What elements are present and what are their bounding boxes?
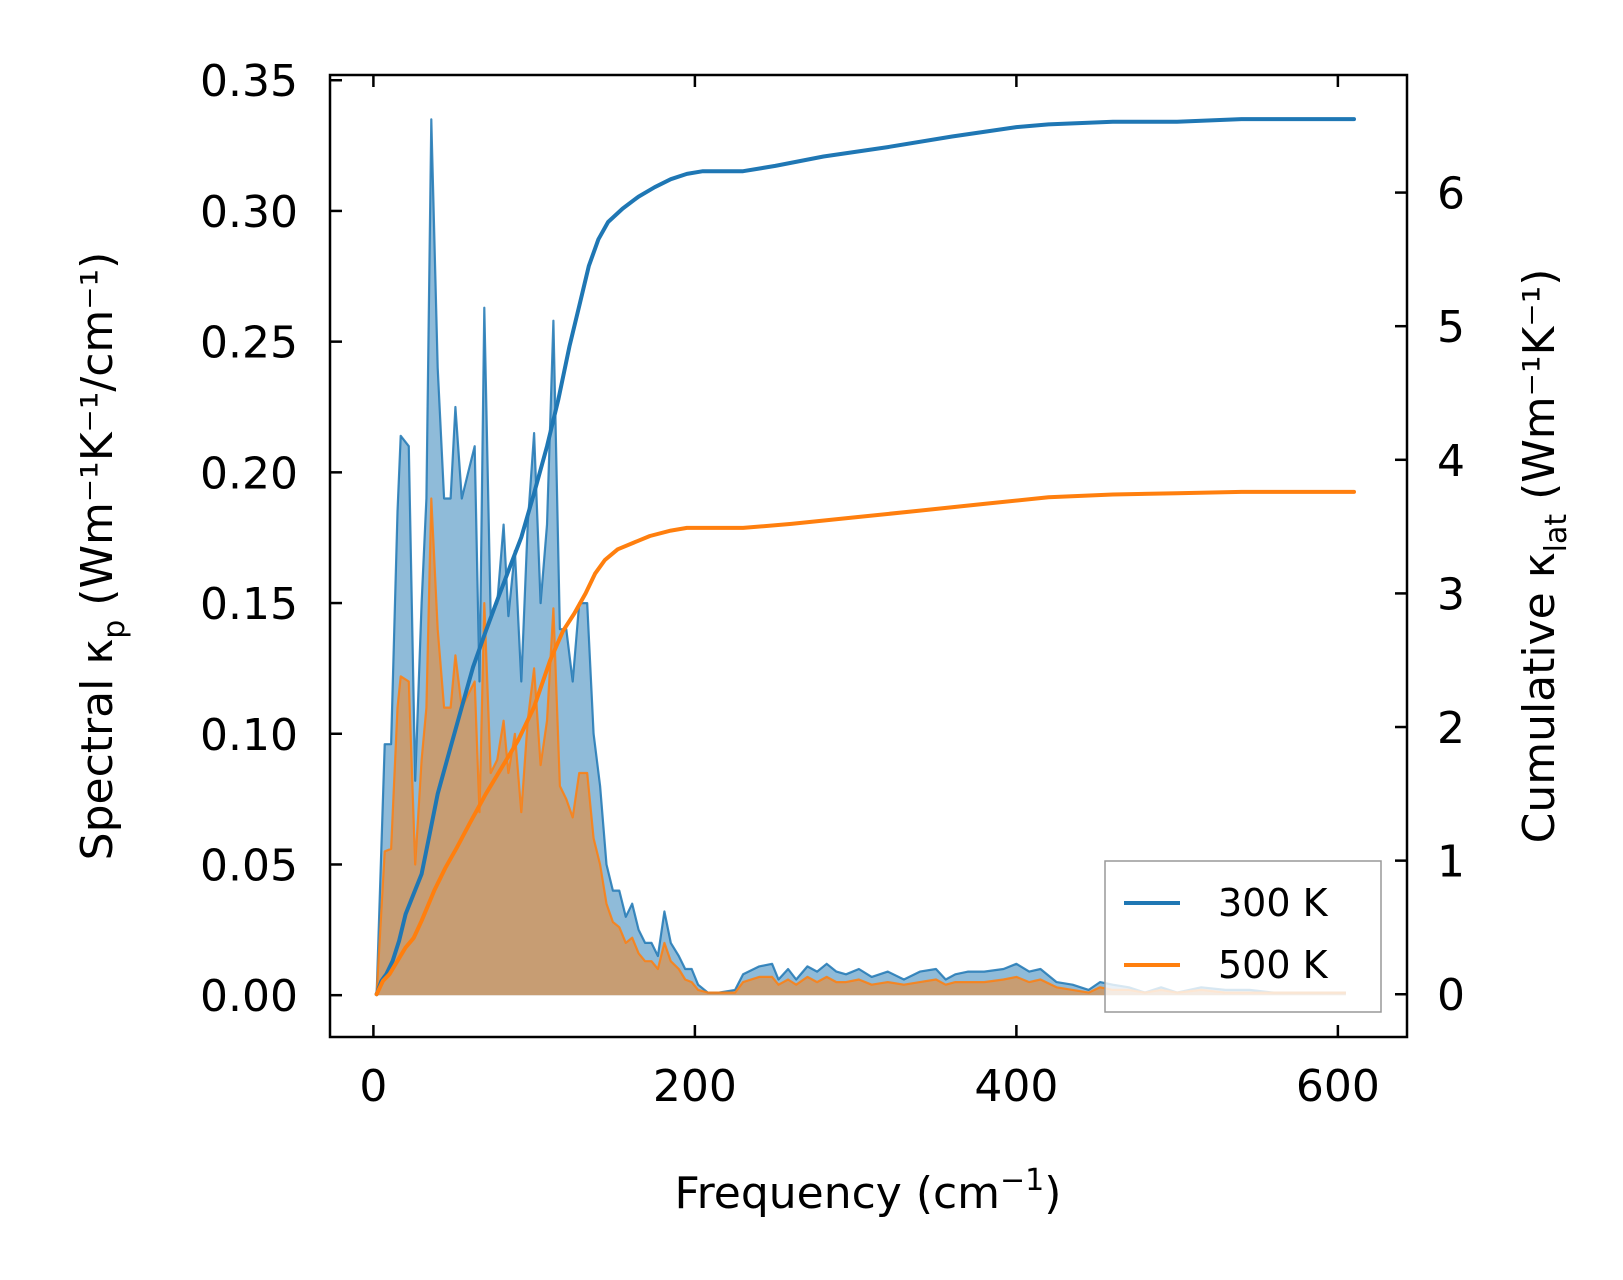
x-tick-label: 0 (359, 1061, 387, 1112)
cumulative-line-300k (374, 117, 1356, 997)
y-left-tick-label: 0.05 (200, 840, 298, 891)
axis-ticks: 0 200 400 600 0.00 0.05 0.10 0.15 0.20 0.25 0.30 0.… (200, 56, 1465, 1112)
y-left-tick-label: 0.20 (200, 448, 298, 499)
x-axis-title-sup: −1 (1000, 1163, 1044, 1198)
y-left-tick-label: 0.25 (200, 318, 298, 369)
legend: 300 K 500 K (1104, 860, 1382, 1013)
y-right-tick-label: 4 (1437, 436, 1465, 487)
svg-text:Spectral κp (Wm⁻¹K⁻¹/cm⁻¹): Spectral κp (Wm⁻¹K⁻¹/cm⁻¹) (72, 252, 132, 861)
x-tick-label: 200 (653, 1061, 737, 1112)
svg-text:Cumulative κlat (Wm⁻¹K⁻¹): Cumulative κlat (Wm⁻¹K⁻¹) (1514, 269, 1574, 844)
y-right-title-unit: (Wm⁻¹K⁻¹) (1514, 269, 1565, 514)
y-left-tick-label: 0.30 (200, 187, 298, 238)
spectral-area-500k (376, 498, 1346, 996)
x-axis-title: Frequency (cm−1) (675, 1163, 1062, 1219)
y-left-tick-label: 0.00 (200, 971, 298, 1022)
spectral-line-300k (375, 118, 1346, 996)
y-right-tick-label: 5 (1437, 302, 1465, 353)
y-left-tick-label: 0.15 (200, 579, 298, 630)
y-right-axis-title: Cumulative κlat (Wm⁻¹K⁻¹) (1514, 269, 1574, 844)
plot-frame (328, 73, 1409, 1039)
y-right-title-sub: lat (1539, 514, 1574, 553)
y-right-title-text: Cumulative κ (1514, 552, 1565, 843)
spectral-fills (375, 118, 1346, 996)
y-left-axis-title: Spectral κp (Wm⁻¹K⁻¹/cm⁻¹) (72, 252, 132, 861)
y-right-tick-label: 0 (1437, 970, 1465, 1021)
x-tick-label: 400 (974, 1061, 1058, 1112)
cumulative-line-500k (374, 489, 1356, 997)
x-axis-title-text: Frequency (cm (675, 1168, 1001, 1219)
y-left-title-text: Spectral κ (72, 639, 123, 861)
legend-box (1104, 860, 1382, 1013)
spectral-line-500k (375, 497, 1346, 996)
y-left-title-unit: (Wm⁻¹K⁻¹/cm⁻¹) (72, 252, 123, 620)
legend-label-500k: 500 K (1218, 943, 1329, 987)
y-left-tick-label: 0.10 (200, 710, 298, 761)
svg-text:Frequency (cm−1): Frequency (cm−1) (675, 1163, 1062, 1219)
legend-label-300k: 300 K (1218, 881, 1329, 925)
y-right-tick-label: 1 (1437, 837, 1465, 888)
y-left-tick-label: 0.35 (200, 56, 298, 107)
x-tick-label: 600 (1296, 1061, 1380, 1112)
series-lines (374, 117, 1356, 997)
x-axis-title-end: ) (1044, 1168, 1061, 1219)
y-right-tick-label: 2 (1437, 703, 1465, 754)
y-right-tick-label: 6 (1437, 169, 1465, 220)
y-right-tick-label: 3 (1437, 569, 1465, 620)
y-left-title-sub: p (97, 620, 132, 639)
